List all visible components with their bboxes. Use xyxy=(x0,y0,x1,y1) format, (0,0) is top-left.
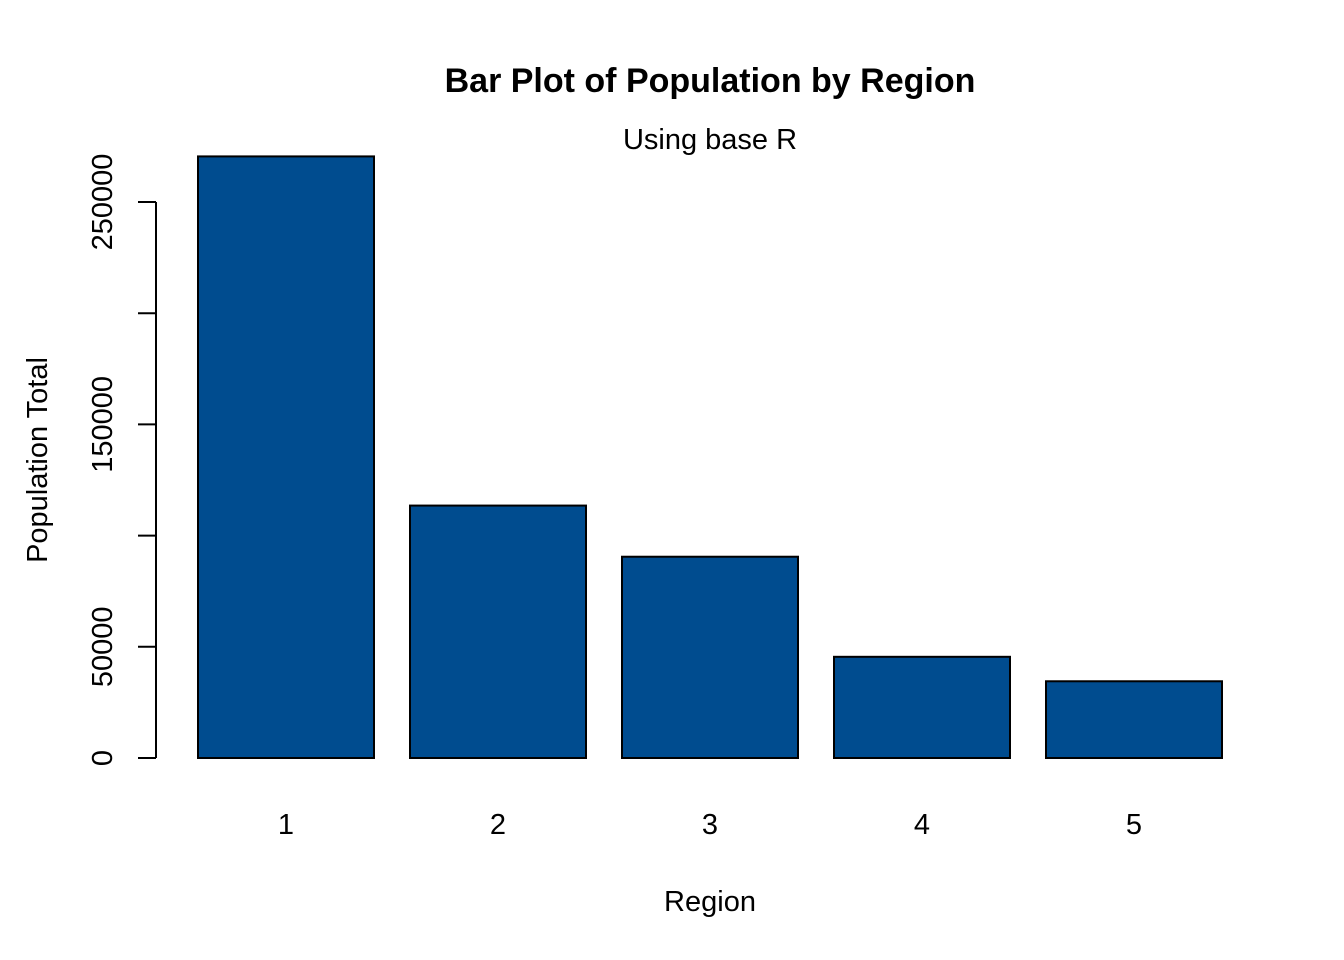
x-tick-label: 5 xyxy=(1126,809,1142,841)
x-axis-label: Region xyxy=(664,886,756,918)
y-axis: 0 50000 150000 250000 xyxy=(87,154,157,766)
chart-subtitle: Using base R xyxy=(623,124,797,156)
y-tick-label: 150000 xyxy=(87,376,119,473)
y-tick-label: 250000 xyxy=(87,154,119,251)
chart-title: Bar Plot of Population by Region xyxy=(445,62,976,100)
bar-region-3 xyxy=(621,555,799,760)
y-tick-label: 0 xyxy=(87,750,119,766)
bar-region-2 xyxy=(409,504,587,759)
bar-region-1 xyxy=(197,155,375,759)
bar-region-5 xyxy=(1045,680,1223,759)
x-axis-tick-labels: 1 2 3 4 5 xyxy=(278,809,1142,841)
x-tick-label: 3 xyxy=(702,809,718,841)
x-tick-label: 4 xyxy=(914,809,930,841)
y-axis-label: Population Total xyxy=(22,357,54,563)
bar-region-4 xyxy=(833,655,1011,759)
y-tick-label: 50000 xyxy=(87,606,119,687)
x-tick-label: 1 xyxy=(278,809,294,841)
bars xyxy=(197,155,1223,760)
x-tick-label: 2 xyxy=(490,809,506,841)
